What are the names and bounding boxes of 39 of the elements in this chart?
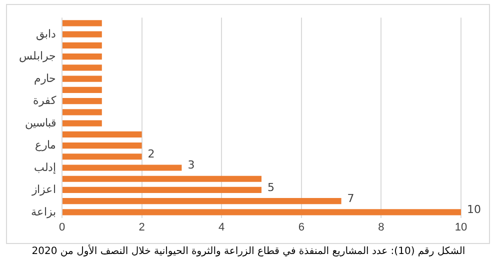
bar xyxy=(62,209,461,216)
text: الشكل رقم (10): عدد المشاريع المنفذة في قطاع الزراعة والثروة الحيوانية خلال النصف الأول من 2020 xyxy=(30,246,466,257)
bar xyxy=(62,53,102,60)
bar xyxy=(62,64,102,71)
x-tick-label: 10 xyxy=(454,221,468,234)
x-tick-label: 0 xyxy=(58,221,66,234)
bar xyxy=(62,98,102,104)
y-tick-label: اعزاز xyxy=(31,184,56,196)
x-tick-label: 4 xyxy=(218,221,225,234)
y-tick-label: قباسين xyxy=(25,117,56,130)
y-tick-label: حارم xyxy=(34,72,56,85)
bar xyxy=(62,131,142,138)
data-label: 2 xyxy=(148,147,155,160)
x-tick-label: 2 xyxy=(138,221,145,234)
y-tick-label: إدلب xyxy=(34,162,56,174)
bar xyxy=(62,76,102,82)
data-label: 5 xyxy=(268,180,274,194)
y-tick-label: جرابلس xyxy=(19,50,56,63)
bar xyxy=(62,31,102,38)
bar xyxy=(62,176,262,182)
x-tick-label: 6 xyxy=(298,221,304,234)
bar xyxy=(62,164,182,171)
y-tick-label: كفرة xyxy=(33,95,57,108)
bar xyxy=(62,120,102,126)
bar xyxy=(62,86,102,93)
bar xyxy=(62,42,102,48)
bar xyxy=(62,20,102,26)
bar xyxy=(62,142,142,149)
bar xyxy=(62,198,342,204)
y-tick-label: بزاعة xyxy=(31,206,56,218)
bar xyxy=(62,154,142,160)
y-tick-label: مارع xyxy=(35,140,56,152)
bar xyxy=(62,186,262,194)
data-label: 7 xyxy=(347,192,354,205)
bar xyxy=(62,109,102,116)
x-tick-label: 8 xyxy=(378,221,384,234)
data-label: 3 xyxy=(188,158,195,172)
data-label: 10 xyxy=(467,203,481,216)
y-tick-label: دابق xyxy=(36,28,56,40)
